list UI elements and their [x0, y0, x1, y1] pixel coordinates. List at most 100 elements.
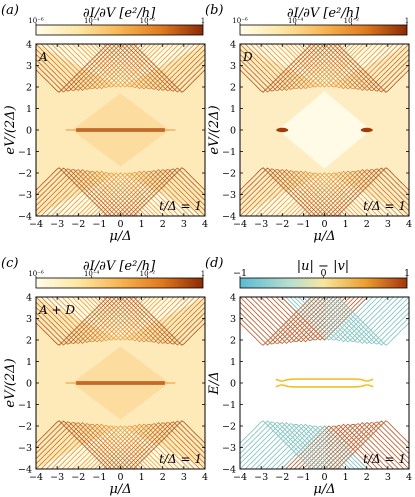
y-tick-label: 2	[26, 336, 32, 347]
band-line	[36, 44, 109, 93]
band-line	[332, 420, 409, 469]
y-tick-label: −3	[18, 190, 32, 201]
colorbar-tick-label: 10⁻⁴	[288, 17, 304, 25]
colorbar-tick-label: 0	[320, 268, 326, 279]
band-line	[36, 169, 126, 216]
x-tick-label: 3	[385, 472, 391, 483]
band-line	[240, 169, 326, 216]
band-line	[119, 169, 205, 216]
y-tick-label: 1	[26, 357, 32, 368]
band-line	[61, 297, 152, 342]
band-line	[270, 425, 360, 469]
band-line	[61, 424, 152, 469]
y-axis-label: E/Δ	[207, 371, 222, 395]
band-line	[36, 297, 122, 344]
band-line	[36, 169, 130, 216]
parameter-label: t/Δ = 1	[159, 452, 202, 466]
colorbar-tick-label: 10⁻²	[140, 17, 156, 25]
band-line	[36, 420, 113, 469]
colorbar-title: ∂I/∂V [e²/h]	[83, 6, 156, 21]
band-line	[76, 44, 165, 88]
panel-a: ∂I/∂V [e²/h]10⁻⁶ 10⁻⁴ 10⁻² 1 −4 −3 −2 −1 0 1 2 3 4−…	[1, 3, 208, 244]
y-tick-label: 0	[26, 379, 32, 390]
y-tick-label: −2	[18, 422, 32, 433]
band-line	[56, 170, 147, 216]
band-line	[45, 423, 139, 469]
y-tick-label: −3	[222, 190, 236, 201]
y-tick-label: 3	[230, 61, 236, 72]
band-line	[270, 44, 360, 88]
colorbar-tick-label: 10⁻²	[140, 270, 156, 278]
band-line	[36, 44, 122, 91]
band-line	[240, 169, 330, 216]
band-line	[66, 425, 156, 469]
y-tick-label: −4	[18, 212, 32, 223]
colorbar-tick-label: 10⁻²	[344, 17, 360, 25]
band-line	[240, 44, 334, 91]
inset-label: A + D	[38, 303, 75, 317]
band-line	[240, 44, 330, 91]
colorbar-tick-label: 1	[201, 270, 205, 278]
x-tick-label: −2	[275, 472, 289, 483]
band-line	[36, 422, 122, 469]
band-line	[240, 297, 326, 344]
y-tick-label: 0	[26, 126, 32, 137]
band-line	[323, 44, 409, 91]
x-tick-label: 0	[117, 219, 123, 230]
colorbar-tick-label: −1	[233, 268, 247, 279]
band-line	[36, 44, 130, 91]
y-tick-label: 4	[26, 40, 32, 51]
band-line	[119, 44, 205, 91]
y-axis-label: eV/(2Δ)	[3, 358, 18, 407]
x-tick-label: 4	[406, 219, 412, 230]
band-line	[336, 297, 409, 346]
band-line	[254, 44, 347, 90]
x-tick-label: −1	[92, 472, 106, 483]
band-line	[244, 170, 339, 216]
panel-a-plot: −4 −3 −2 −1 0 1 2 3 4 −4 −3 −2 −1 0 1 2 3 4 μ/Δ eV/(2Δ) At/Δ…	[3, 40, 208, 245]
band-line	[45, 44, 139, 90]
y-tick-label: −1	[18, 400, 32, 411]
x-tick-label: −4	[29, 219, 43, 230]
band-line	[323, 422, 409, 469]
band-line	[265, 44, 356, 89]
band-line	[128, 167, 205, 216]
colorbar-tick-label: 10⁻⁶	[28, 270, 44, 278]
band-line	[36, 169, 122, 216]
band-line	[240, 167, 317, 216]
colorbar-tick-label: 1	[404, 268, 410, 279]
band-line	[240, 169, 334, 216]
band-line	[36, 420, 109, 469]
band-line	[61, 171, 152, 216]
band-line	[323, 297, 409, 344]
plot-content	[240, 297, 409, 469]
band-line	[45, 170, 139, 216]
band-line	[332, 167, 409, 216]
x-tick-label: −3	[254, 219, 268, 230]
band-line	[128, 297, 205, 346]
band-line	[119, 422, 205, 469]
inset-label: D	[242, 50, 253, 64]
band-line	[128, 44, 205, 93]
panel-letter: (c)	[1, 256, 18, 271]
panel-d-plot: −4 −3 −2 −1 0 1 2 3 4 −4 −3 −2 −1 0 1 2 3 4 μ/Δ E/Δ t/Δ = 1	[207, 293, 412, 497]
x-tick-label: 3	[181, 472, 187, 483]
band-line	[40, 44, 135, 90]
x-tick-label: 3	[181, 219, 187, 230]
x-tick-label: −4	[233, 472, 247, 483]
band-line	[275, 425, 364, 469]
band-line	[128, 420, 205, 469]
x-tick-label: 4	[202, 219, 208, 230]
panel-c-plot: −4 −3 −2 −1 0 1 2 3 4 −4 −3 −2 −1 0 1 2 3 4 μ/Δ eV/(2Δ) A + …	[3, 293, 208, 497]
band-line	[244, 297, 339, 343]
y-tick-label: 4	[230, 293, 236, 304]
band-line	[45, 297, 139, 343]
plot-content	[240, 44, 409, 216]
panel-d-colorbar: |u| − |v| −1 0 1	[233, 259, 410, 289]
band-line	[50, 297, 143, 343]
x-tick-label: −3	[254, 472, 268, 483]
edge-feature	[276, 127, 289, 133]
y-tick-label: 1	[26, 104, 32, 115]
panel-letter: (b)	[205, 3, 223, 18]
parameter-label: t/Δ = 1	[363, 452, 406, 466]
